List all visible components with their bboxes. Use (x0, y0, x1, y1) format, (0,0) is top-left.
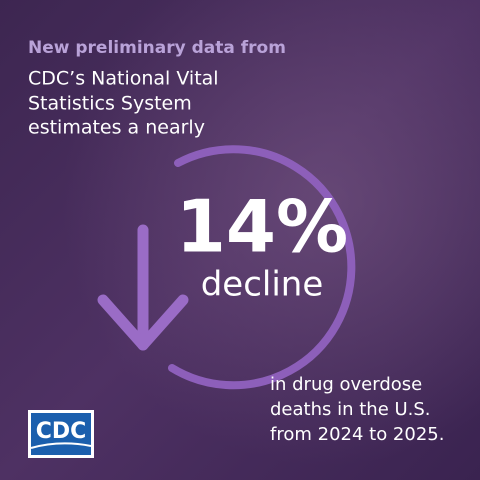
cdc-logo: CDC (28, 410, 94, 458)
stat-value: 14% (176, 185, 348, 269)
intro-line: estimates a nearly (28, 117, 205, 139)
intro-line: Statistics System (28, 93, 192, 115)
down-arrow (97, 224, 189, 351)
circle-arc (168, 145, 356, 390)
stat-label: decline (201, 265, 324, 305)
intro-line: CDC’s National Vital (28, 68, 219, 90)
detail-line: from 2024 to 2025. (270, 424, 444, 445)
detail-line: in drug overdose (270, 374, 422, 395)
detail-line: deaths in the U.S. (270, 399, 431, 420)
kicker: New preliminary data from (28, 38, 286, 58)
logo-text: CDC (36, 419, 87, 444)
logo-swoosh (30, 442, 92, 449)
logo-box (31, 413, 91, 455)
